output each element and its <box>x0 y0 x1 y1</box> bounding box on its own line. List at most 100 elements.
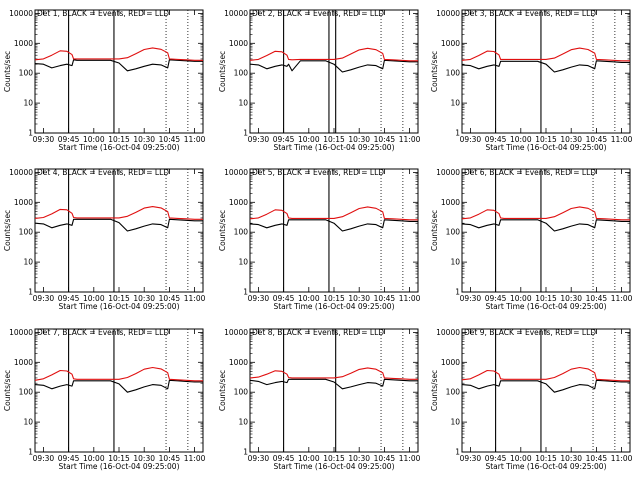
x-tick-label: 09:30 <box>460 135 482 144</box>
series-line-lld <box>461 366 630 382</box>
x-tick-label: 10:15 <box>108 294 130 303</box>
x-tick-label: 10:15 <box>535 135 557 144</box>
chart-panel-8: Det 8, BLACK = Events, RED = LLD 1 10 100 10… <box>218 328 421 471</box>
x-tick-label: 10:30 <box>133 454 155 463</box>
y-tick-label: 1000 <box>441 358 460 367</box>
x-tick-label: 09:30 <box>460 294 482 303</box>
x-tick-label: 10:45 <box>586 454 608 463</box>
chart-title: Det 5, BLACK = Events, RED = LLD <box>252 168 384 177</box>
y-axis-label: Counts/sec <box>430 210 439 251</box>
y-tick-label: 1 <box>28 448 33 457</box>
y-tick-label: 10 <box>450 418 460 427</box>
x-tick-label: 09:45 <box>273 294 295 303</box>
x-axis-label: Start Time (16-Oct-04 09:25:00) <box>58 302 179 311</box>
y-tick-label: 10 <box>23 418 33 427</box>
x-tick-label: 10:45 <box>586 294 608 303</box>
y-tick-label: 1000 <box>441 39 460 48</box>
y-tick-label: 1 <box>455 288 460 297</box>
x-axis-label: Start Time (16-Oct-04 09:25:00) <box>58 143 179 152</box>
x-tick-label: 10:00 <box>510 294 532 303</box>
x-tick-label: 10:30 <box>348 135 370 144</box>
x-tick-label: 10:30 <box>560 294 582 303</box>
x-tick-label: 09:45 <box>58 135 80 144</box>
x-tick-label: 10:30 <box>133 135 155 144</box>
chart-panel-2: Det 2, BLACK = Events, RED = LLD 1 10 100 10… <box>218 9 421 152</box>
x-tick-label: 10:45 <box>159 135 181 144</box>
chart-title: Det 7, BLACK = Events, RED = LLD <box>37 328 169 337</box>
chart-panel-6: Det 6, BLACK = Events, RED = LLD 1 10 100 10… <box>430 168 633 311</box>
y-tick-label: 100 <box>234 69 249 78</box>
x-tick-label: 10:15 <box>535 294 557 303</box>
x-tick-label: 10:45 <box>159 294 181 303</box>
x-tick-label: 11:00 <box>184 135 206 144</box>
chart-panel-3: Det 3, BLACK = Events, RED = LLD 1 10 100 10… <box>430 9 633 152</box>
y-tick-label: 1 <box>455 129 460 138</box>
y-tick-label: 10 <box>450 99 460 108</box>
x-tick-label: 10:45 <box>374 454 396 463</box>
x-axis-label: Start Time (16-Oct-04 09:25:00) <box>273 302 394 311</box>
plot-frame <box>34 328 204 453</box>
series-line-events <box>461 219 630 232</box>
x-tick-label: 10:15 <box>323 294 345 303</box>
plot-frame <box>249 328 419 453</box>
y-tick-label: 1 <box>243 288 248 297</box>
x-tick-label: 09:45 <box>485 294 507 303</box>
x-tick-label: 11:00 <box>399 454 421 463</box>
x-tick-label: 11:00 <box>399 294 421 303</box>
y-axis-label: Counts/sec <box>218 210 227 251</box>
x-axis-label: Start Time (16-Oct-04 09:25:00) <box>273 462 394 471</box>
chart-title: Det 9, BLACK = Events, RED = LLD <box>464 328 596 337</box>
y-tick-label: 100 <box>446 388 461 397</box>
series-line-lld <box>249 206 418 221</box>
x-tick-label: 10:45 <box>374 294 396 303</box>
y-tick-label: 10000 <box>224 168 248 177</box>
y-tick-label: 1000 <box>229 198 248 207</box>
y-tick-label: 10 <box>238 418 248 427</box>
x-tick-label: 10:45 <box>374 135 396 144</box>
y-tick-label: 10 <box>238 258 248 267</box>
y-axis-label: Counts/sec <box>3 210 12 251</box>
series-line-events <box>34 379 203 393</box>
series-line-lld <box>34 206 203 220</box>
y-tick-label: 10000 <box>224 328 248 337</box>
x-tick-label: 09:45 <box>58 294 80 303</box>
x-tick-label: 10:30 <box>348 294 370 303</box>
x-tick-label: 10:00 <box>510 135 532 144</box>
x-tick-label: 10:00 <box>83 454 105 463</box>
x-axis-label: Start Time (16-Oct-04 09:25:00) <box>485 462 606 471</box>
chart-title: Det 4, BLACK = Events, RED = LLD <box>37 168 169 177</box>
chart-panel-9: Det 9, BLACK = Events, RED = LLD 1 10 100 10… <box>430 328 633 471</box>
series-line-events <box>34 218 203 232</box>
series-line-lld <box>461 206 630 221</box>
x-tick-label: 10:00 <box>298 454 320 463</box>
series-line-lld <box>461 47 630 62</box>
x-tick-label: 09:30 <box>33 135 55 144</box>
x-tick-label: 10:00 <box>83 294 105 303</box>
chart-title: Det 1, BLACK = Events, RED = LLD <box>37 9 169 18</box>
x-tick-label: 09:45 <box>58 454 80 463</box>
x-tick-label: 10:15 <box>323 454 345 463</box>
y-tick-label: 100 <box>234 388 249 397</box>
y-axis-label: Counts/sec <box>430 370 439 411</box>
x-tick-label: 10:00 <box>298 294 320 303</box>
y-tick-label: 1000 <box>14 198 33 207</box>
x-tick-label: 09:45 <box>273 454 295 463</box>
x-tick-label: 11:00 <box>611 135 633 144</box>
y-tick-label: 1 <box>28 129 33 138</box>
x-tick-label: 09:45 <box>273 135 295 144</box>
y-axis-label: Counts/sec <box>218 370 227 411</box>
y-tick-label: 10000 <box>9 168 33 177</box>
y-tick-label: 100 <box>19 228 34 237</box>
x-tick-label: 10:30 <box>348 454 370 463</box>
chart-title: Det 6, BLACK = Events, RED = LLD <box>464 168 596 177</box>
chart-panel-7: Det 7, BLACK = Events, RED = LLD 1 10 100 10… <box>3 328 206 471</box>
plot-frame <box>249 168 419 293</box>
y-tick-label: 1000 <box>14 39 33 48</box>
y-tick-label: 10 <box>23 258 33 267</box>
x-tick-label: 09:30 <box>33 294 55 303</box>
series-line-events <box>249 219 418 232</box>
x-tick-label: 09:30 <box>248 454 270 463</box>
x-tick-label: 09:45 <box>485 135 507 144</box>
y-tick-label: 1 <box>455 448 460 457</box>
